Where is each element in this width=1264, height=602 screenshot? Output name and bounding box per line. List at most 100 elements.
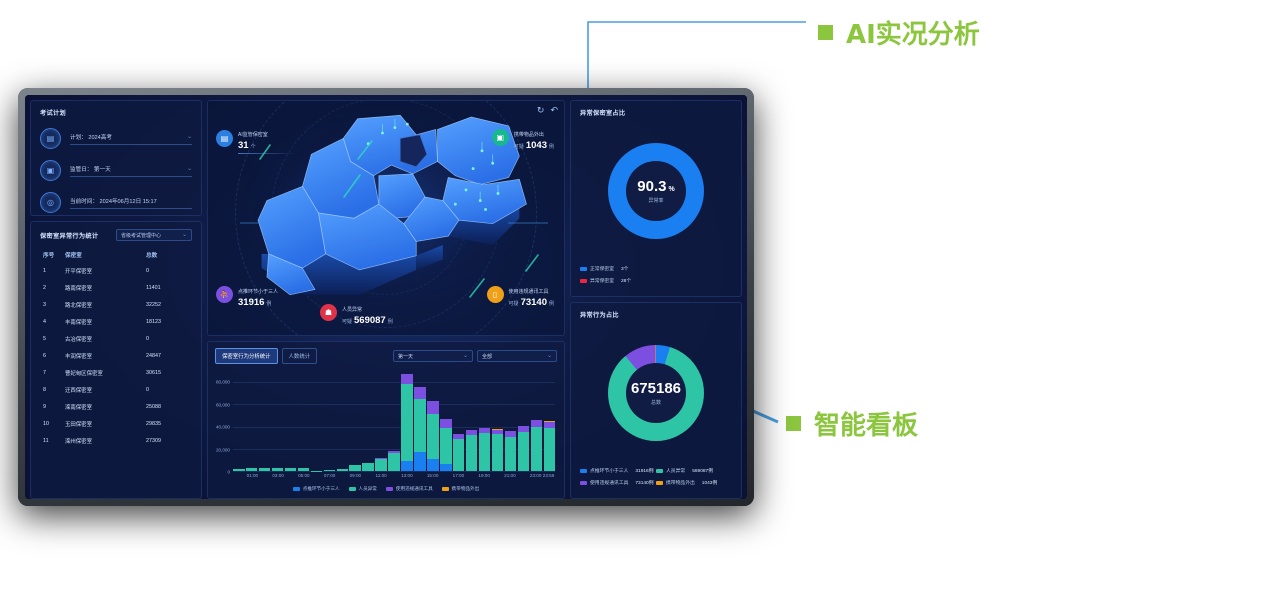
org-select-value: 省级考试管理中心 (121, 232, 162, 239)
kpi-person-abnormal[interactable]: ☗ 人员异常 可疑 569087 例 (320, 298, 393, 327)
legend-item[interactable]: 点推环节小于三人 (292, 486, 340, 492)
chart-canvas[interactable]: 0 20,000 40,000 60,000 80,000 (216, 371, 556, 475)
abnormal-rooms-donut[interactable]: 90.3% 异常率 (608, 143, 704, 239)
legend-item[interactable]: 正常保密室 3个 (580, 265, 732, 272)
bar-column[interactable] (427, 371, 439, 471)
legend-item[interactable]: 携带物品外出 1043例 (656, 479, 732, 486)
bar-column[interactable] (271, 371, 284, 471)
x-tick-label: 03:00 (272, 473, 284, 478)
cell-room: 滦州保密室 (65, 438, 92, 445)
cell-total: 29835 (146, 420, 161, 427)
x-tick-label: 11:00 (375, 473, 387, 478)
bar-column[interactable] (530, 371, 543, 471)
cell-index: 3 (43, 301, 46, 308)
legend-item[interactable]: 人员异常 (348, 486, 377, 492)
bar-column[interactable] (452, 371, 465, 471)
table-row[interactable]: 1 开平保密室 0 (40, 262, 192, 279)
table-row[interactable]: 3 路北保密室 32252 (40, 296, 192, 313)
bar-column[interactable] (401, 371, 413, 471)
tab-behavior-stats[interactable]: 保密室行为分析统计 (215, 348, 278, 364)
table-row[interactable]: 9 滦南保密室 25088 (40, 398, 192, 415)
table-row[interactable]: 4 丰南保密室 18123 (40, 313, 192, 330)
bar-column[interactable] (517, 371, 530, 471)
legend-item[interactable]: 异常保密室 28个 (580, 277, 732, 284)
table-body: 1 开平保密室 0 2 路南保密室 11401 3 路北保密室 32252 4 丰南保密室 18123… (40, 262, 192, 449)
bar-column[interactable] (310, 371, 323, 471)
chevron-down-icon[interactable]: ⌄ (462, 353, 468, 359)
bar-column[interactable] (362, 371, 374, 471)
abnormal-behavior-donut[interactable]: 675186 总数 (608, 345, 704, 441)
legend-item[interactable]: 点推环节小于三人 31916例 (580, 467, 656, 474)
kpi-prefix: 可疑 (508, 301, 519, 308)
bar-column[interactable] (440, 371, 452, 471)
day-select[interactable]: 第一天 ⌄ (393, 350, 473, 362)
kpi-carry-items-out[interactable]: ▣ 携带物品外出 可疑 1043 例 (491, 123, 554, 152)
tab-headcount-stats[interactable]: 人数统计 (281, 348, 318, 364)
x-tick-label: 09:00 (349, 473, 362, 478)
chevron-down-icon[interactable]: ⌄ (186, 133, 192, 140)
callout-label: AI实况分析 (846, 20, 980, 50)
chevron-down-icon[interactable]: ⌄ (546, 353, 552, 359)
plan-field[interactable]: 计划： 2024高考 ⌄ (70, 133, 192, 145)
undo-icon[interactable]: ↶ (550, 105, 558, 115)
table-row[interactable]: 10 玉田保密室 29835 (40, 415, 192, 432)
org-select[interactable]: 省级考试管理中心 ⌄ (116, 229, 192, 241)
legend-swatch (580, 480, 587, 485)
bar-column[interactable] (349, 371, 361, 471)
chevron-down-icon[interactable]: ⌄ (181, 232, 187, 238)
bar-column[interactable] (336, 371, 349, 471)
bar-column[interactable] (233, 371, 245, 471)
bar-column[interactable] (284, 371, 297, 471)
refresh-icon[interactable]: ↻ (536, 105, 545, 115)
legend-item[interactable]: 携带物品外出 (441, 486, 479, 492)
bar-column[interactable] (297, 371, 310, 471)
cell-total: 0 (146, 267, 149, 274)
legend-item[interactable]: 使用违规通讯工具 73140例 (580, 479, 656, 486)
province-map[interactable] (226, 111, 546, 316)
plan-field[interactable]: 监管日： 第一天 ⌄ (70, 165, 192, 177)
table-row[interactable]: 11 滦州保密室 27309 (40, 432, 192, 449)
bar-column[interactable] (478, 371, 491, 471)
legend-item[interactable]: 人员异常 569087例 (656, 467, 732, 474)
bar-column[interactable] (388, 371, 400, 471)
bar-column[interactable] (491, 371, 504, 471)
kpi-label: 人员异常 (342, 307, 363, 314)
donut-center-label: 总数 (650, 399, 661, 406)
scope-select[interactable]: 全部 ⌄ (477, 350, 557, 362)
kpi-unit: 个 (250, 144, 256, 150)
table-row[interactable]: 7 曹妃甸区保密室 30615 (40, 364, 192, 381)
bar-column[interactable] (375, 371, 387, 471)
plan-row-plan[interactable]: ▤ 计划： 2024高考 ⌄ (40, 128, 192, 149)
cell-room: 迁西保密室 (65, 387, 92, 394)
bar-column[interactable] (258, 371, 271, 471)
bar-column[interactable] (245, 371, 258, 471)
calendar-icon: ▤ (40, 128, 61, 149)
bar-column[interactable] (414, 371, 426, 471)
table-row[interactable]: 8 迁西保密室 0 (40, 381, 192, 398)
bar-segment (401, 461, 413, 471)
table-row[interactable]: 5 古冶保密室 0 (40, 330, 192, 347)
bar-segment (375, 458, 387, 459)
callout-bullet-icon (786, 416, 801, 431)
kpi-fewer-than-three[interactable]: ⛹ 点推环节小于三人 31916 例 (216, 280, 278, 309)
bar-segment (504, 431, 517, 437)
bar-segment (233, 468, 245, 471)
table-row[interactable]: 6 丰润保密室 24847 (40, 347, 192, 364)
table-row[interactable]: 2 路南保密室 11401 (40, 279, 192, 296)
panel-title: 考试计划 (40, 110, 66, 117)
bar-column[interactable] (543, 371, 556, 471)
legend-label: 人员异常 (666, 469, 686, 474)
kpi-ai-supervised-rooms[interactable]: ▤ AI监管保密室 31 个 (216, 123, 296, 154)
bar-column[interactable] (504, 371, 517, 471)
legend-item[interactable]: 使用违规通讯工具 (385, 486, 433, 492)
kpi-value: 73140 (520, 297, 547, 309)
bar-column[interactable] (323, 371, 336, 471)
cell-room: 滦南保密室 (65, 404, 92, 411)
chevron-down-icon[interactable]: ⌄ (186, 165, 192, 172)
bar-column[interactable] (465, 371, 478, 471)
kpi-value: 1043 (525, 140, 547, 151)
kpi-illegal-comm-tool[interactable]: ▯ 使用违规通讯工具 可疑 73140 例 (486, 280, 554, 309)
bar-segment (504, 436, 517, 471)
plan-row-day[interactable]: ▣ 监管日： 第一天 ⌄ (40, 160, 192, 181)
col-room: 保密室 (65, 253, 82, 259)
